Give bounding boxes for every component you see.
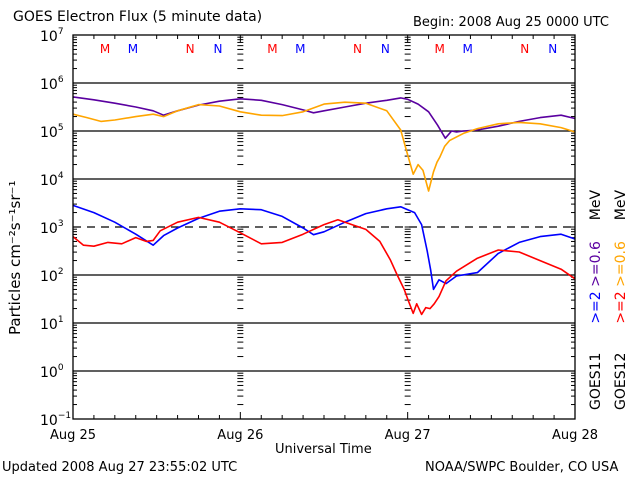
plot-frame: [72, 34, 576, 420]
y-tick-label: 10−1: [40, 411, 71, 429]
begin-time: Begin: 2008 Aug 25 0000 UTC: [413, 15, 609, 30]
legend-goes11: GOES11 >=2 >=0.6 MeV: [588, 190, 604, 410]
gridlines: [73, 82, 575, 372]
y-tick-label: 107: [40, 27, 64, 45]
x-tick-labels: Aug 25 Aug 26 Aug 27 Aug 28: [50, 428, 598, 443]
legend-goes12: GOES12 >=2 >=0.6 MeV: [613, 190, 629, 410]
legend-goes11-ge2: >=2: [588, 291, 604, 324]
data-source: NOAA/SWPC Boulder, CO USA: [425, 460, 619, 475]
data-series: [72, 96, 576, 316]
x-axis-label: Universal Time: [275, 442, 372, 457]
chart-title: GOES Electron Flux (5 minute data): [13, 9, 263, 25]
y-axis-label-text: Particles cm⁻²s⁻¹sr⁻¹: [6, 180, 24, 335]
marker-m: M: [462, 42, 472, 56]
marker-n: N: [214, 42, 223, 56]
legend-goes11-unit: MeV: [588, 189, 604, 221]
legend-goes11-label: GOES11: [588, 352, 604, 410]
marker-n: N: [520, 42, 529, 56]
legend-goes12-ge06: >=0.6: [613, 241, 629, 287]
x-tick-label: Aug 28: [552, 428, 598, 443]
marker-n: N: [186, 42, 195, 56]
y-tick-label: 100: [40, 363, 64, 381]
marker-m: M: [100, 42, 110, 56]
legend-goes12-label: GOES12: [613, 352, 629, 410]
marker-n: N: [381, 42, 390, 56]
marker-m: M: [435, 42, 445, 56]
y-tick-label: 105: [40, 123, 64, 141]
marker-n: N: [353, 42, 362, 56]
y-tick-labels: 107 106 105 104 103 102 101 100 10−1: [40, 27, 71, 429]
y-tick-label: 106: [40, 75, 64, 93]
y-tick-label: 102: [40, 267, 64, 285]
marker-m: M: [267, 42, 277, 56]
x-tick-label: Aug 26: [217, 428, 263, 443]
y-tick-label: 104: [40, 171, 64, 189]
legend-goes12-unit: MeV: [613, 189, 629, 221]
x-tick-label: Aug 27: [385, 428, 431, 443]
series-line-0: [72, 96, 576, 139]
updated-time: Updated 2008 Aug 27 23:55:02 UTC: [2, 460, 238, 475]
series-line-1: [72, 101, 576, 192]
series-line-3: [72, 216, 576, 316]
x-tick-label: Aug 25: [50, 428, 96, 443]
y-axis-label: Particles cm⁻²s⁻¹sr⁻¹: [6, 181, 24, 335]
legend-goes12-ge2: >=2: [613, 291, 629, 324]
series-line-2: [72, 204, 576, 291]
y-tick-label: 101: [40, 315, 64, 333]
marker-m: M: [128, 42, 138, 56]
y-tick-label: 103: [40, 219, 64, 237]
marker-m: M: [295, 42, 305, 56]
legend-goes11-ge06: >=0.6: [588, 241, 604, 287]
marker-n: N: [548, 42, 557, 56]
